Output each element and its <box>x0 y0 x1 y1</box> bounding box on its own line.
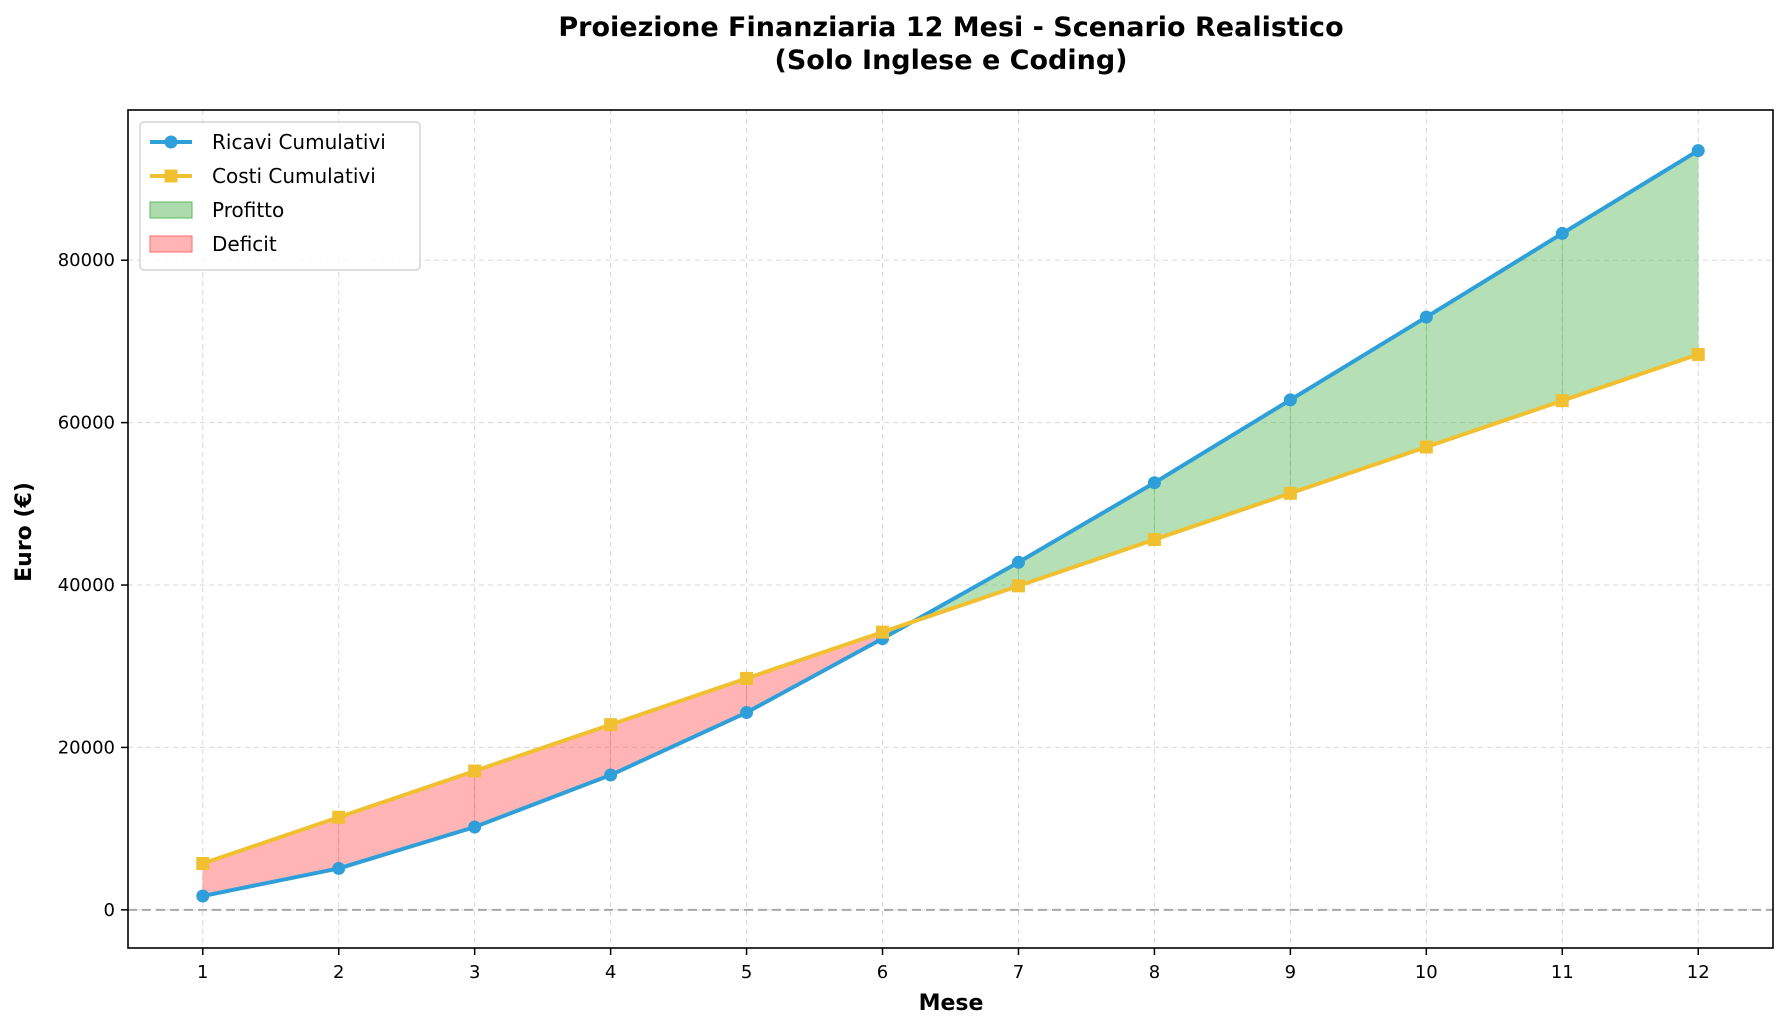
x-tick-label: 5 <box>741 962 752 983</box>
ricavi-cumulativi-point <box>1691 144 1705 158</box>
x-tick-label: 2 <box>333 962 344 983</box>
x-tick-label: 1 <box>197 962 208 983</box>
ricavi-cumulativi-line <box>200 148 1701 899</box>
costi-cumulativi-point <box>1555 394 1569 408</box>
ricavi-cumulativi-point <box>1011 555 1025 569</box>
chart-subtitle: (Solo Inglese e Coding) <box>774 45 1127 76</box>
profitto-fill-segment <box>1018 482 1155 587</box>
deficit-fill-segment <box>474 724 611 828</box>
profitto-fill-segment <box>1426 232 1563 448</box>
plot-frame <box>127 109 1774 949</box>
ricavi-cumulativi-point <box>196 889 210 903</box>
ricavi-cumulativi-point <box>1555 226 1569 240</box>
costi-cumulativi-line <box>200 352 1701 866</box>
ricavi-cumulativi-point <box>468 820 482 834</box>
y-tick-label: 80000 <box>58 250 115 271</box>
legend-label-deficit: Deficit <box>212 232 277 256</box>
series-markers <box>196 144 1705 903</box>
costi-cumulativi-point <box>876 625 890 639</box>
ricavi-cumulativi-point <box>604 768 618 782</box>
x-tick-label: 11 <box>1551 962 1574 983</box>
costi-cumulativi-point <box>196 857 210 871</box>
costi-cumulativi-point <box>1011 579 1025 593</box>
x-tick-label: 12 <box>1687 962 1710 983</box>
legend-swatch-profitto <box>149 201 193 219</box>
costi-cumulativi-point <box>740 671 754 685</box>
legend: Ricavi Cumulativi Costi Cumulativi Profitt… <box>139 121 421 271</box>
x-axis-label: Mese <box>919 991 984 1016</box>
x-tick-label: 4 <box>605 962 616 983</box>
y-tick-label: 40000 <box>58 575 115 596</box>
legend-label-costi-cumulativi: Costi Cumulativi <box>212 164 376 188</box>
y-tick-label: 20000 <box>58 737 115 758</box>
legend-marker-costi-cumulativi <box>164 169 178 183</box>
deficit-fill-segment <box>338 770 475 869</box>
y-tick-label: 60000 <box>58 413 115 434</box>
legend-box <box>139 121 421 271</box>
x-tick-label: 10 <box>1415 962 1438 983</box>
costi-cumulativi-point <box>1147 533 1161 547</box>
ricavi-cumulativi-point <box>1147 476 1161 490</box>
x-tick-label: 7 <box>1013 962 1024 983</box>
costi-cumulativi-point <box>332 810 346 824</box>
y-axis-label: Euro (€) <box>12 482 37 582</box>
costi-cumulativi-point <box>468 764 482 778</box>
costi-cumulativi-point <box>1691 347 1705 361</box>
costi-cumulativi-point <box>1419 440 1433 454</box>
legend-swatch-deficit <box>149 235 193 253</box>
profitto-fill-segment <box>1290 316 1427 494</box>
series-lines <box>200 148 1701 899</box>
chart-title: Proiezione Finanziaria 12 Mesi - Scenari… <box>558 12 1343 43</box>
ricavi-cumulativi-point <box>332 861 346 875</box>
legend-marker-ricavi-cumulativi <box>164 135 178 149</box>
x-tick-label: 9 <box>1285 962 1296 983</box>
y-tick-label: 0 <box>104 900 115 921</box>
costi-cumulativi-point <box>1283 486 1297 500</box>
x-tick-label: 6 <box>877 962 888 983</box>
ricavi-cumulativi-point <box>1419 310 1433 324</box>
legend-label-ricavi-cumulativi: Ricavi Cumulativi <box>212 130 386 154</box>
legend-label-profitto: Profitto <box>212 198 284 222</box>
deficit-fill-segment <box>610 678 747 776</box>
ricavi-cumulativi-point <box>740 706 754 720</box>
ricavi-cumulativi-point <box>1283 393 1297 407</box>
grid <box>128 110 1773 948</box>
x-tick-label: 3 <box>469 962 480 983</box>
costi-cumulativi-point <box>604 718 618 732</box>
x-tick-label: 8 <box>1149 962 1160 983</box>
fill-areas <box>202 150 1699 897</box>
